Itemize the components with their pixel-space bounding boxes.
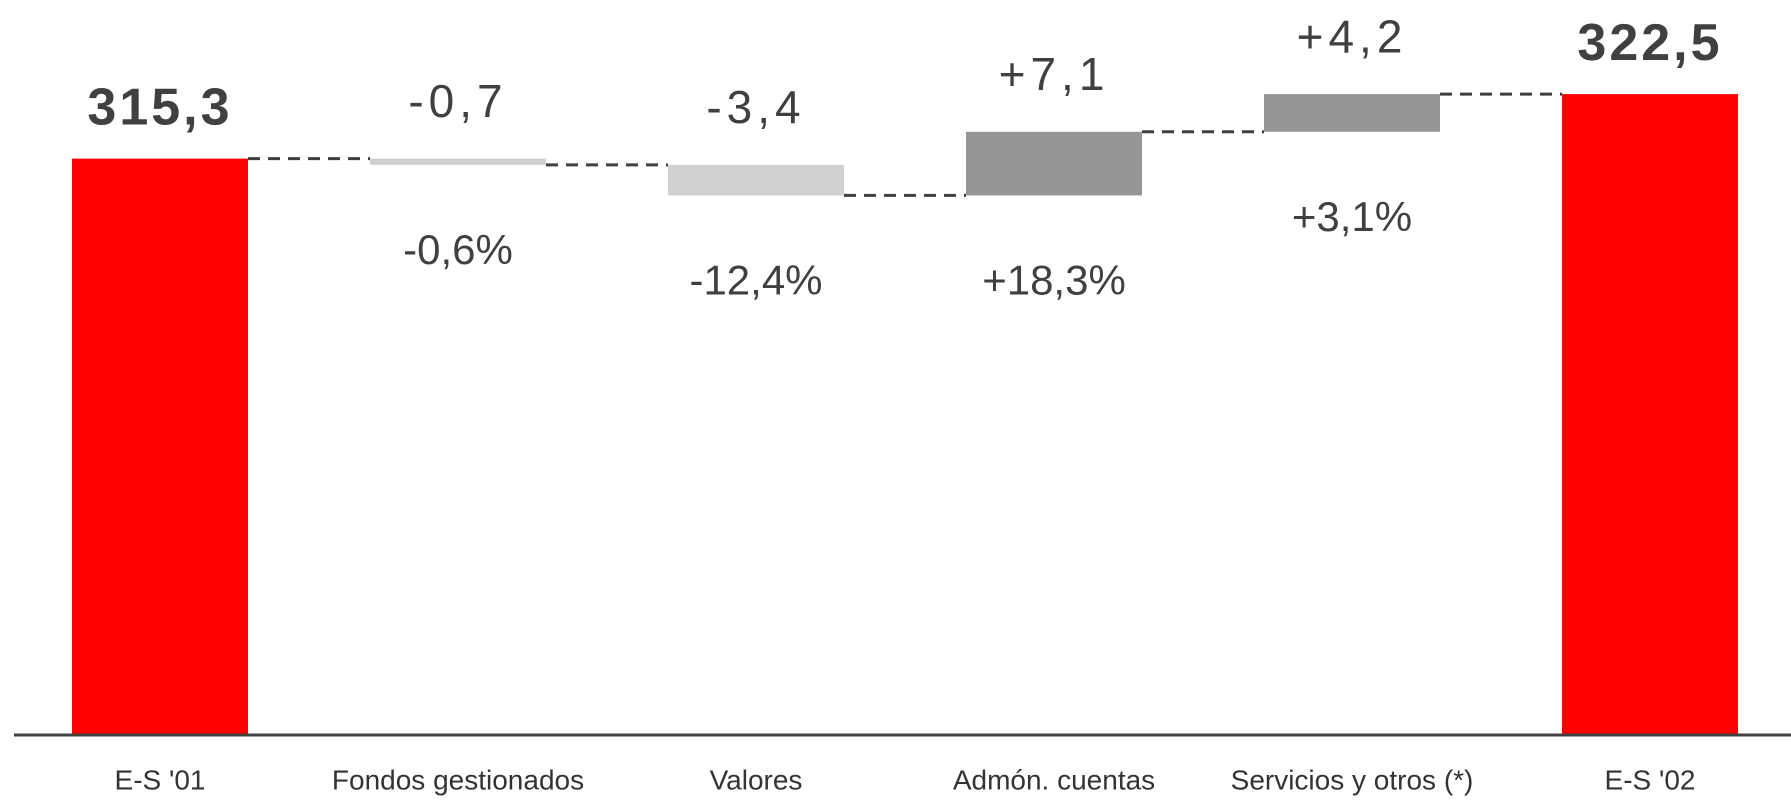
bar	[1562, 94, 1738, 736]
x-tick-label: Fondos gestionados	[332, 764, 584, 795]
bar	[72, 158, 248, 735]
bar	[966, 131, 1142, 196]
bar	[370, 158, 546, 165]
x-tick-label: E-S '01	[115, 764, 206, 795]
bar	[668, 164, 844, 196]
pct-label: -12,4%	[689, 256, 822, 303]
value-label: +4,2	[1297, 10, 1408, 62]
value-label: +7,1	[999, 48, 1110, 100]
x-tick-label: Valores	[710, 764, 803, 795]
bar	[1264, 94, 1440, 132]
total-label: 322,5	[1577, 14, 1722, 72]
pct-label: +18,3%	[982, 256, 1126, 303]
pct-label: -0,6%	[403, 226, 513, 273]
x-tick-label: Servicios y otros (*)	[1231, 764, 1474, 795]
value-label: -3,4	[706, 81, 805, 133]
pct-label: +3,1%	[1292, 193, 1412, 240]
x-tick-label: E-S '02	[1605, 764, 1696, 795]
x-tick-label: Admón. cuentas	[953, 764, 1155, 795]
value-label: -0,7	[408, 75, 507, 127]
total-label: 315,3	[87, 78, 232, 136]
